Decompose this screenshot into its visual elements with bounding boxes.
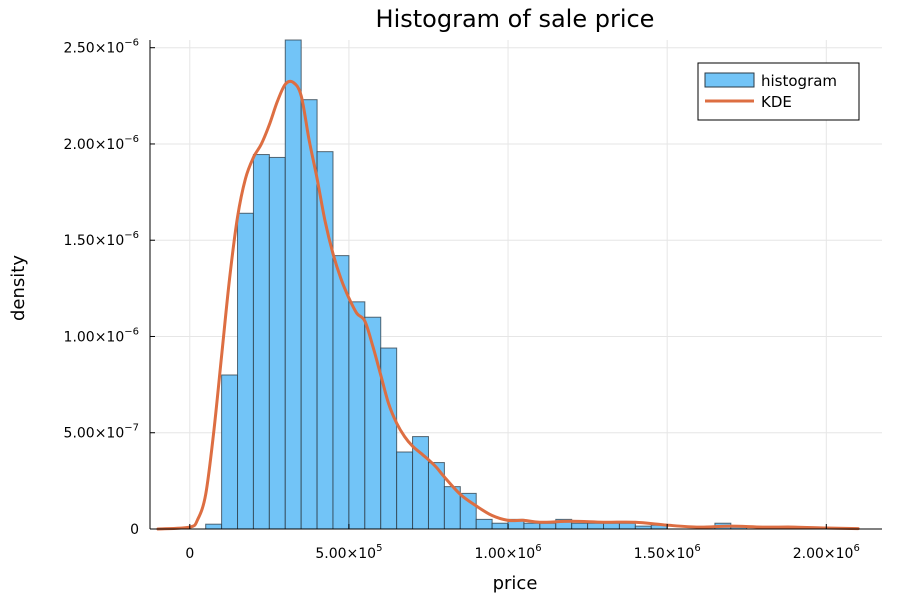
legend-histogram-label: histogram [761, 72, 837, 90]
histogram-bar-0 [205, 523, 223, 530]
y-tick-label-5: 2.50×10−6 [64, 38, 139, 57]
histogram-bar-1 [221, 374, 239, 530]
histogram-bar-12 [396, 451, 414, 530]
chart-title: Histogram of sale price [376, 5, 655, 33]
histogram-bar-13 [412, 436, 429, 530]
histogram-bar-2 [237, 212, 254, 530]
histogram-bar-11 [380, 347, 398, 530]
y-tick-label-4: 2.00×10−6 [64, 134, 139, 153]
legend: histogram KDE [697, 62, 860, 121]
y-tick-label-3: 1.50×10−6 [64, 230, 139, 249]
y-tick-label-1: 5.00×10−7 [64, 423, 139, 442]
y-tick-label-0: 0 [130, 522, 139, 538]
kde-line [156, 79, 860, 531]
histogram-bars [205, 39, 827, 530]
histogram-bar-24 [587, 522, 605, 530]
histogram-bar-9 [348, 301, 366, 530]
histogram-bar-25 [603, 522, 620, 530]
histogram-bar-21 [539, 522, 557, 530]
x-tick-label-0: 0 [185, 546, 194, 562]
histogram-bar-3 [252, 154, 270, 530]
histogram-bar-7 [316, 151, 334, 530]
legend-histogram-swatch [704, 72, 755, 88]
y-axis-label: density [8, 255, 29, 321]
histogram-bar-5 [284, 39, 302, 530]
x-tick-label-4: 2.00×106 [793, 543, 860, 562]
histogram-bar-18 [491, 522, 509, 530]
histogram-bar-23 [571, 522, 589, 530]
histogram-bar-26 [618, 522, 636, 530]
y-tick-label-2: 1.00×10−6 [64, 326, 139, 345]
histogram-bar-4 [268, 156, 286, 530]
x-tick-label-3: 1.50×106 [634, 543, 701, 562]
kde-curve-layer [156, 79, 860, 531]
legend-kde-label: KDE [761, 93, 792, 111]
axes [149, 40, 882, 530]
histogram-bar-20 [523, 522, 541, 530]
x-tick-label-2: 1.00×106 [474, 543, 541, 562]
x-tick-label-1: 5.00×105 [315, 543, 382, 562]
histogram-bar-8 [332, 255, 350, 530]
x-axis-label: price [493, 573, 538, 594]
tick-labels: 0 5.00×105 1.00×106 1.50×106 2.00×106 0 5.00×1… [64, 38, 860, 562]
histogram-bar-17 [475, 518, 493, 530]
